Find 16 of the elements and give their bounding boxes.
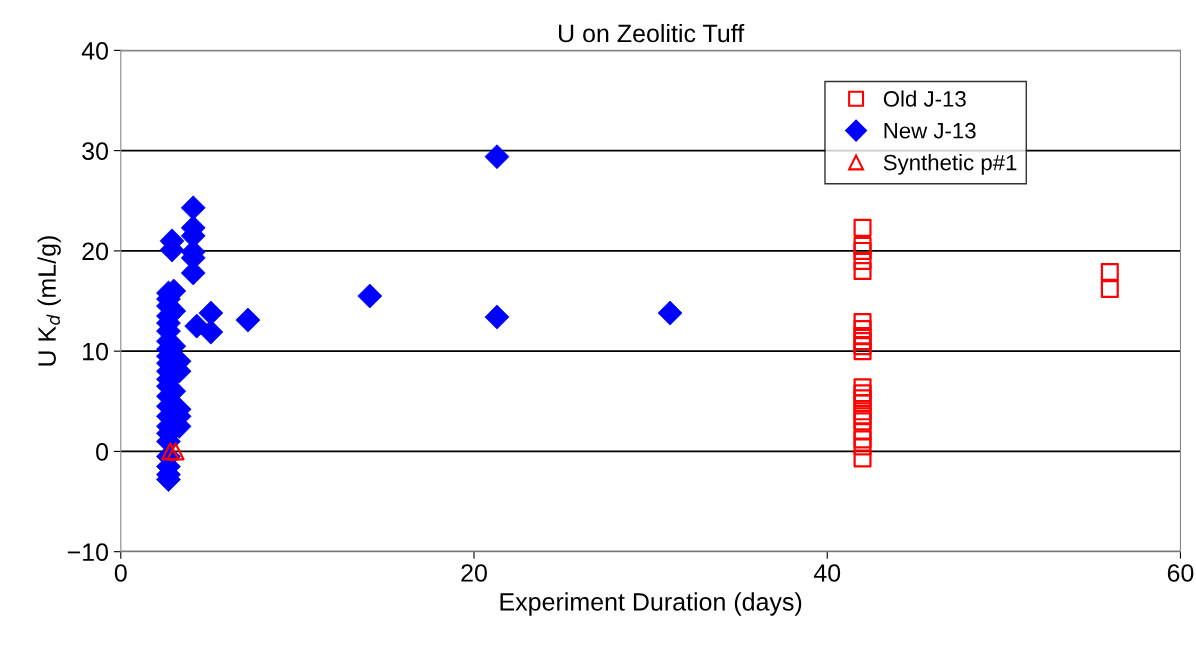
chart-title: U on Zeolitic Tuff (558, 23, 745, 43)
x-tick-label: 60 (1167, 564, 1194, 582)
y-tick-label: 10 (83, 342, 109, 361)
legend-label: Old J-13 (883, 90, 966, 107)
y-tick-label: 40 (81, 41, 109, 60)
y-tick-label: −10 (67, 543, 109, 561)
y-tick-label: 20 (82, 242, 109, 261)
x-tick-label: 20 (461, 564, 487, 582)
y-tick-label: 0 (96, 443, 109, 461)
y-axis-title: U K$_{d}$ (mL/g) (37, 236, 61, 366)
x-tick-label: 0 (114, 564, 127, 582)
x-tick-label: 40 (813, 564, 841, 582)
legend-label: Synthetic p#1 (883, 154, 1017, 175)
x-axis-title: Experiment Duration (days) (500, 592, 802, 616)
legend-label: New J-13 (884, 122, 976, 139)
y-tick-label: 30 (82, 142, 109, 160)
